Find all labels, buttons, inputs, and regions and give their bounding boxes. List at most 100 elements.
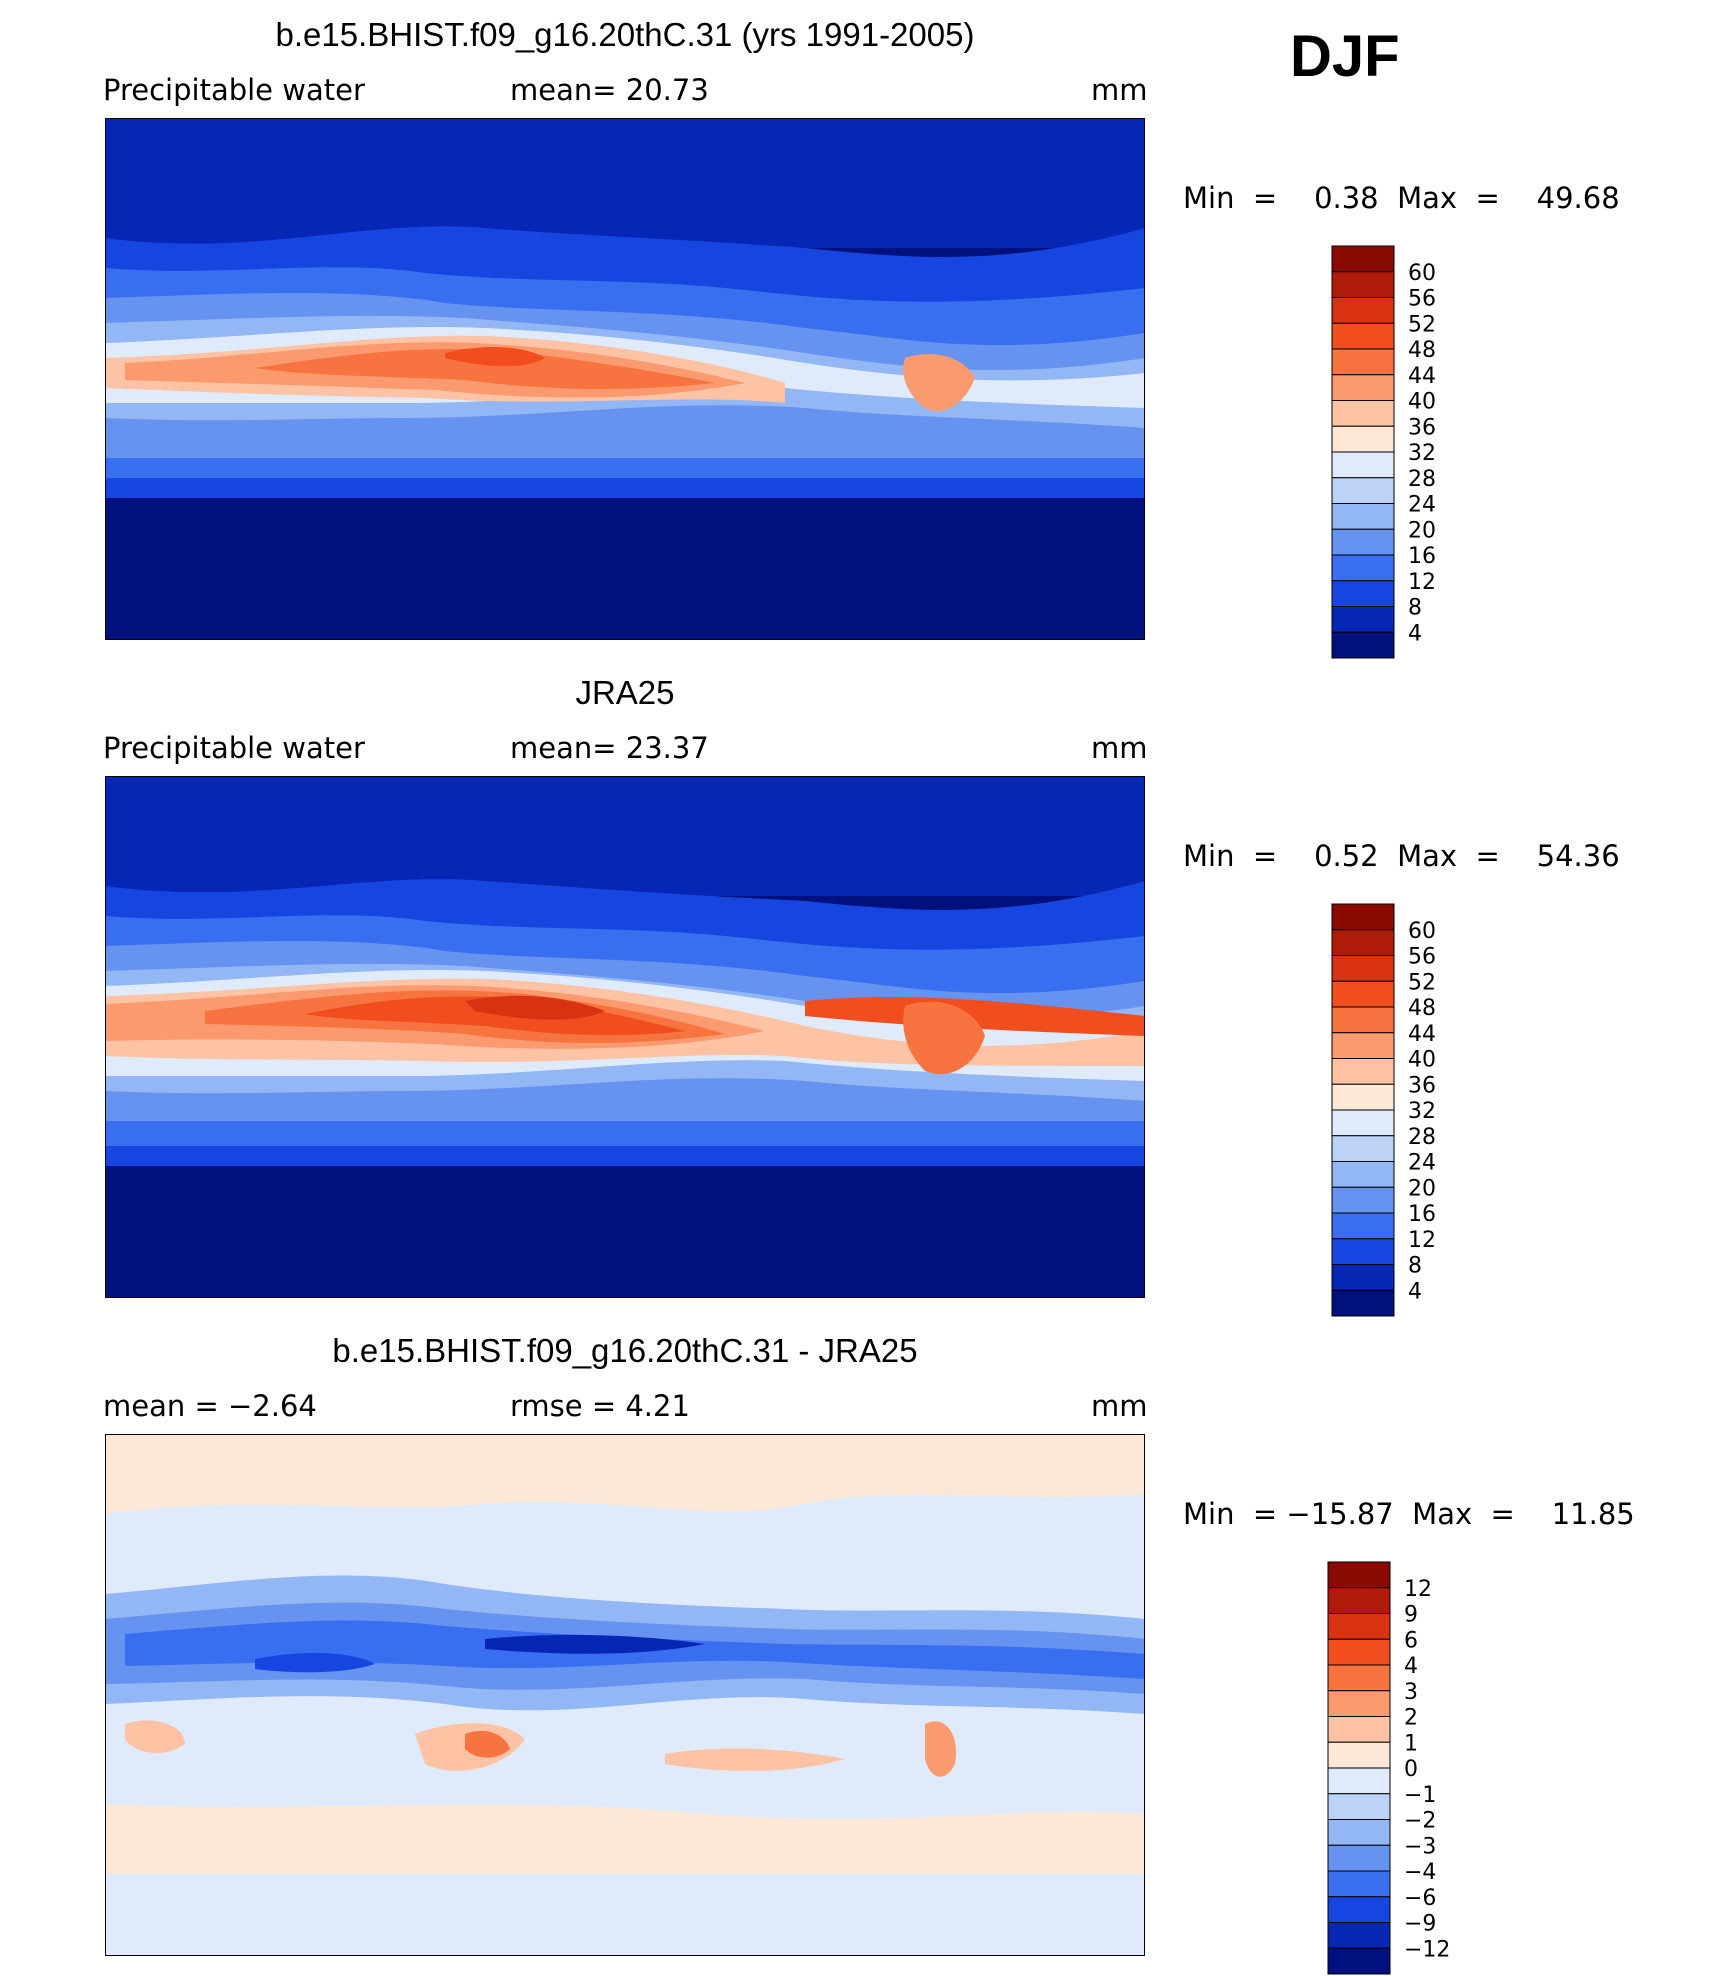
- colorbar-label: −12: [1404, 1937, 1450, 1962]
- min-max-label: Min = −15.87 Max = 11.85: [1183, 1497, 1635, 1531]
- colorbar-swatch: [1331, 1238, 1395, 1265]
- colorbar-swatch: [1331, 580, 1395, 607]
- colorbar-label: 52: [1408, 970, 1436, 995]
- colorbar-swatch: [1331, 451, 1395, 479]
- colorbar-swatch: [1327, 1819, 1391, 1846]
- colorbar-swatch: [1331, 1135, 1395, 1162]
- colorbar-label: 20: [1408, 518, 1436, 543]
- mean-label: mean= 23.37: [510, 731, 709, 765]
- colorbar-swatch: [1327, 1767, 1391, 1795]
- colorbar-label: 9: [1404, 1603, 1418, 1628]
- diff-map: [105, 1434, 1145, 1956]
- colorbar-swatch: [1327, 1716, 1391, 1743]
- colorbar-label: 48: [1408, 996, 1436, 1021]
- colorbar-label: −9: [1404, 1912, 1436, 1937]
- colorbar-label: 60: [1408, 919, 1436, 944]
- colorbar-label: 12: [1408, 1228, 1436, 1253]
- colorbar-label: 28: [1408, 1125, 1436, 1150]
- colorbar-swatch: [1331, 1161, 1395, 1188]
- colorbar-swatch: [1331, 606, 1395, 633]
- colorbar-swatch: [1331, 1264, 1395, 1291]
- colorbar: 60 56 52 48 44 40 36 32 28 24 20 16 12 8 4: [1331, 245, 1462, 660]
- colorbar-swatch: [1327, 1741, 1391, 1769]
- colorbar-swatch: [1331, 477, 1395, 504]
- colorbar-label: −1: [1404, 1783, 1436, 1808]
- colorbar-swatch: [1327, 1844, 1391, 1872]
- season-label: DJF: [1290, 24, 1400, 89]
- colorbar-swatch: [1331, 425, 1395, 453]
- mean-label: mean= 20.73: [510, 73, 709, 107]
- min-max-label: Min = 0.52 Max = 54.36: [1183, 839, 1620, 873]
- colorbar-label: 32: [1408, 441, 1436, 466]
- colorbar-label: 40: [1408, 390, 1436, 415]
- colorbar-swatch: [1327, 1947, 1391, 1975]
- colorbar-label: 16: [1408, 544, 1436, 569]
- colorbar-label: 48: [1408, 338, 1436, 363]
- colorbar-label: −4: [1404, 1860, 1436, 1885]
- colorbar-label: 12: [1404, 1577, 1432, 1602]
- colorbar-label: 44: [1408, 364, 1436, 389]
- colorbar-label: 32: [1408, 1099, 1436, 1124]
- colorbar-label: 44: [1408, 1022, 1436, 1047]
- colorbar-label: 16: [1408, 1202, 1436, 1227]
- colorbar: 60 56 52 48 44 40 36 32 28 24 20 16 12 8 4: [1331, 903, 1462, 1318]
- colorbar-swatch: [1331, 955, 1395, 982]
- colorbar-label: 4: [1404, 1654, 1418, 1679]
- colorbar-swatch: [1327, 1922, 1391, 1949]
- colorbar-label: 1: [1404, 1731, 1418, 1756]
- colorbar-swatch: [1331, 631, 1395, 659]
- colorbar-label: 3: [1404, 1680, 1418, 1705]
- colorbar-swatch: [1331, 271, 1395, 298]
- colorbar-label: 8: [1408, 1254, 1422, 1279]
- unit-label: mm: [1091, 731, 1148, 765]
- panel-title: b.e15.BHIST.f09_g16.20thC.31 - JRA25: [332, 1332, 918, 1369]
- unit-label: mm: [1091, 1389, 1148, 1423]
- colorbar-swatch: [1331, 348, 1395, 376]
- colorbar-swatch: [1331, 1083, 1395, 1111]
- colorbar-label: −2: [1404, 1809, 1436, 1834]
- colorbar-swatch: [1331, 554, 1395, 582]
- colorbar-swatch: [1331, 322, 1395, 350]
- colorbar-label: 56: [1408, 945, 1436, 970]
- colorbar-swatch: [1331, 245, 1395, 273]
- min-max-label: Min = 0.38 Max = 49.68: [1183, 181, 1620, 215]
- colorbar-swatch: [1327, 1664, 1391, 1692]
- colorbar-label: 24: [1408, 1151, 1436, 1176]
- colorbar: 12 9 6 4 3 2 1 0 −1 −2 −3 −4 −6 −9 −12: [1327, 1561, 1458, 1976]
- colorbar-swatch: [1327, 1613, 1391, 1640]
- colorbar-label: 4: [1408, 1279, 1422, 1304]
- colorbar-swatch: [1327, 1690, 1391, 1717]
- panel-title: b.e15.BHIST.f09_g16.20thC.31 (yrs 1991-2…: [275, 16, 975, 53]
- colorbar-swatch: [1331, 903, 1395, 931]
- panel-title: JRA25: [575, 674, 675, 711]
- colorbar-swatch: [1331, 528, 1395, 556]
- colorbar-label: 0: [1404, 1757, 1418, 1782]
- colorbar-label: 36: [1408, 415, 1436, 440]
- colorbar-label: 4: [1408, 621, 1422, 646]
- obs-map: [105, 776, 1145, 1298]
- mean-label: mean = −2.64: [103, 1389, 317, 1423]
- variable-label: Precipitable water: [103, 73, 365, 107]
- colorbar-swatch: [1331, 297, 1395, 324]
- colorbar-swatch: [1331, 1109, 1395, 1137]
- colorbar-label: 56: [1408, 287, 1436, 312]
- colorbar-swatch: [1327, 1638, 1391, 1666]
- colorbar-swatch: [1327, 1793, 1391, 1820]
- colorbar-label: 8: [1408, 596, 1422, 621]
- colorbar-swatch: [1331, 1212, 1395, 1240]
- colorbar-label: −6: [1404, 1886, 1436, 1911]
- colorbar-swatch: [1331, 980, 1395, 1008]
- colorbar-swatch: [1331, 1058, 1395, 1085]
- colorbar-swatch: [1331, 1289, 1395, 1317]
- colorbar-label: −3: [1404, 1834, 1436, 1859]
- colorbar-label: 2: [1404, 1706, 1418, 1731]
- colorbar-swatch: [1331, 1032, 1395, 1059]
- colorbar-swatch: [1327, 1587, 1391, 1614]
- unit-label: mm: [1091, 73, 1148, 107]
- rmse-label: rmse = 4.21: [510, 1389, 690, 1423]
- colorbar-label: 20: [1408, 1176, 1436, 1201]
- colorbar-swatch: [1327, 1870, 1391, 1898]
- colorbar-label: 12: [1408, 570, 1436, 595]
- colorbar-swatch: [1331, 1006, 1395, 1034]
- colorbar-label: 28: [1408, 467, 1436, 492]
